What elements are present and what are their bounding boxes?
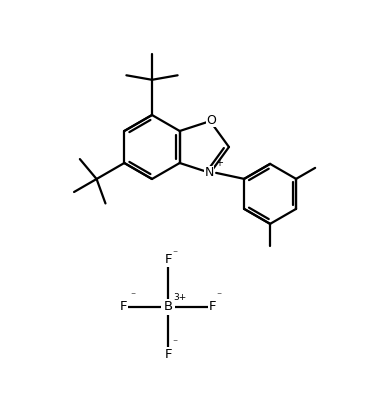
Text: F: F [120, 300, 127, 313]
Text: O: O [206, 114, 216, 127]
Text: 3+: 3+ [173, 293, 186, 302]
Text: F: F [164, 348, 172, 361]
Text: +: + [215, 158, 223, 168]
Text: F: F [209, 300, 217, 313]
Text: ⁻: ⁻ [216, 291, 221, 301]
Text: N: N [205, 166, 214, 179]
Text: F: F [164, 253, 172, 266]
Text: B: B [163, 300, 173, 313]
Text: ⁻: ⁻ [172, 338, 177, 348]
Text: ⁻: ⁻ [172, 249, 177, 259]
Text: ⁻: ⁻ [130, 291, 135, 301]
